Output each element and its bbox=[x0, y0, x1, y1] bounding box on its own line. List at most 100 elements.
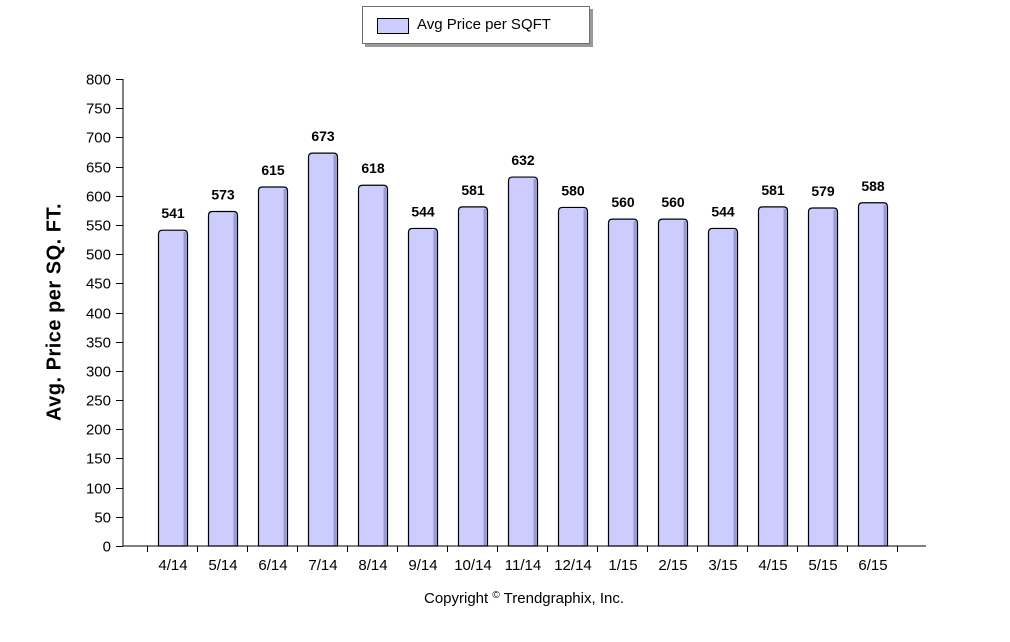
bar-outline bbox=[407, 227, 439, 547]
bar-outline bbox=[457, 206, 489, 547]
bar-shade bbox=[783, 208, 787, 546]
copyright-word: Copyright bbox=[424, 590, 489, 607]
x-tick-label: 2/15 bbox=[658, 557, 687, 574]
y-tick-label: 450 bbox=[86, 276, 111, 293]
bar-shade bbox=[483, 208, 487, 546]
bar-value-label: 588 bbox=[861, 178, 885, 194]
x-tick-label: 4/14 bbox=[158, 557, 187, 574]
x-tick-label: 4/15 bbox=[758, 557, 787, 574]
x-tick-label: 9/14 bbox=[408, 557, 437, 574]
bar-shade bbox=[283, 188, 287, 546]
bar-outline bbox=[607, 218, 639, 547]
copyright-symbol: © bbox=[492, 590, 500, 601]
bar bbox=[408, 228, 438, 546]
bar-value-label: 544 bbox=[411, 203, 435, 219]
y-tick-label: 750 bbox=[86, 101, 111, 118]
bar bbox=[258, 186, 288, 546]
bar-outline bbox=[707, 227, 739, 547]
bar-outline bbox=[557, 206, 589, 547]
x-tick-label: 5/14 bbox=[208, 557, 237, 574]
bar-outline bbox=[657, 218, 689, 547]
y-tick-label: 500 bbox=[86, 247, 111, 264]
bar-value-label: 541 bbox=[161, 205, 185, 221]
copyright-owner: Trendgraphix, Inc. bbox=[503, 590, 624, 607]
y-tick-label: 800 bbox=[86, 72, 111, 89]
x-tick-label: 7/14 bbox=[308, 557, 337, 574]
axes-group: 0 50 100 150 200 250 300 350 400 450 500 550 600 650 7… bbox=[86, 72, 926, 574]
bar-outline bbox=[757, 206, 789, 547]
bar-value-label: 632 bbox=[511, 152, 535, 168]
bar-outline bbox=[207, 210, 239, 547]
legend-swatch bbox=[377, 18, 409, 34]
bar-outline bbox=[507, 176, 539, 547]
y-tick-label: 300 bbox=[86, 364, 111, 381]
y-tick-label: 100 bbox=[86, 481, 111, 498]
bar-value-label: 580 bbox=[561, 182, 585, 198]
bar-outline bbox=[857, 202, 889, 547]
bar-value-label: 573 bbox=[211, 187, 235, 203]
bar bbox=[358, 185, 388, 546]
y-tick-label: 0 bbox=[103, 539, 111, 556]
bar bbox=[708, 228, 738, 546]
legend-label: Avg Price per SQFT bbox=[417, 16, 551, 33]
bar-shade bbox=[233, 213, 237, 547]
bar-value-label: 581 bbox=[761, 182, 785, 198]
bar bbox=[758, 206, 788, 546]
bar-value-label: 560 bbox=[611, 194, 635, 210]
bar bbox=[658, 219, 688, 546]
bar-outline bbox=[807, 207, 839, 547]
y-tick-label: 650 bbox=[86, 160, 111, 177]
bar-shade bbox=[883, 204, 887, 546]
copyright-text: Copyright © Trendgraphix, Inc. bbox=[424, 590, 624, 607]
bar-value-label: 560 bbox=[661, 194, 685, 210]
x-tick-label: 5/15 bbox=[808, 557, 837, 574]
bar-shade bbox=[383, 187, 387, 546]
y-tick-label: 250 bbox=[86, 393, 111, 410]
bar-shade bbox=[633, 221, 637, 546]
bar bbox=[208, 211, 238, 547]
bar bbox=[608, 219, 638, 546]
bar-value-label: 618 bbox=[361, 160, 385, 176]
bar bbox=[158, 230, 188, 546]
bar-shade bbox=[833, 210, 837, 547]
x-tick-label: 1/15 bbox=[608, 557, 637, 574]
x-tick-label: 11/14 bbox=[505, 557, 541, 574]
x-tick-label: 3/15 bbox=[708, 557, 737, 574]
bar-value-label: 673 bbox=[311, 128, 335, 144]
bar bbox=[808, 208, 838, 547]
x-tick-label: 6/15 bbox=[858, 557, 887, 574]
bar-outline bbox=[307, 152, 339, 547]
bar-outline bbox=[357, 184, 389, 547]
bar-shade bbox=[683, 221, 687, 546]
x-tick-label: 6/14 bbox=[258, 557, 287, 574]
bar bbox=[458, 206, 488, 546]
y-tick-label: 700 bbox=[86, 130, 111, 147]
bar bbox=[558, 207, 588, 547]
bar-shade bbox=[333, 155, 337, 547]
bar-shade bbox=[433, 230, 437, 546]
y-tick-label: 50 bbox=[94, 510, 111, 527]
y-tick-label: 150 bbox=[86, 451, 111, 468]
bar-value-label: 581 bbox=[461, 182, 485, 198]
legend: Avg Price per SQFT bbox=[362, 6, 590, 44]
bar-outline bbox=[157, 229, 189, 547]
bar bbox=[308, 153, 338, 547]
bar bbox=[508, 177, 538, 546]
bar-value-label: 579 bbox=[811, 183, 835, 199]
bar bbox=[858, 202, 888, 546]
y-tick-label: 550 bbox=[86, 218, 111, 235]
bars-group bbox=[157, 152, 889, 547]
bar-shade bbox=[583, 209, 587, 547]
x-tick-label: 12/14 bbox=[554, 557, 592, 574]
bar-shade bbox=[183, 232, 187, 546]
x-tick-label: 8/14 bbox=[358, 557, 387, 574]
bar-value-label: 615 bbox=[261, 162, 285, 178]
x-tick-label: 10/14 bbox=[454, 557, 492, 574]
y-tick-label: 200 bbox=[86, 422, 111, 439]
bar-shade bbox=[733, 230, 737, 546]
y-tick-label: 600 bbox=[86, 189, 111, 206]
bar-shade bbox=[533, 179, 537, 546]
bar-outline bbox=[257, 186, 289, 547]
bar-value-label: 544 bbox=[711, 203, 735, 219]
